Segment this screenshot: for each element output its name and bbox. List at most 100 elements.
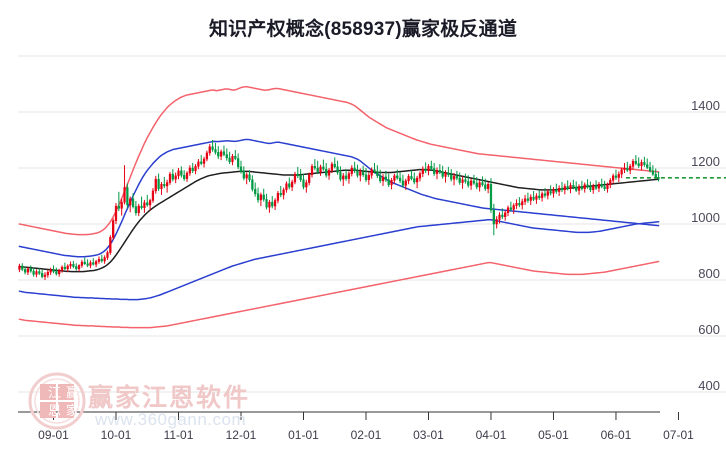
candlestick (583, 182, 586, 193)
candle-body (183, 175, 186, 179)
candle-body (163, 183, 166, 187)
candle-body (362, 171, 365, 175)
candlestick (234, 150, 237, 161)
candlestick (580, 180, 584, 191)
candle-body (148, 200, 152, 206)
candle-body (23, 269, 27, 273)
candle-body (185, 172, 189, 179)
candlestick (273, 198, 277, 210)
candle-body (455, 176, 459, 179)
candlestick (450, 169, 453, 182)
candle-body (421, 168, 424, 174)
candle-body (435, 169, 439, 174)
candle-body (92, 262, 95, 265)
candlestick (262, 188, 265, 202)
y-axis-tick-label: 800 (698, 266, 720, 281)
candlestick (433, 162, 436, 176)
candle-body (293, 173, 297, 183)
candle-body (356, 170, 359, 176)
svg-text:江: 江 (48, 385, 61, 400)
candlestick (509, 201, 512, 212)
y-axis-tick-label: 1200 (691, 154, 720, 169)
candlestick (23, 266, 27, 275)
candlestick (342, 173, 345, 186)
candle-body (506, 207, 510, 214)
candle-body (535, 195, 538, 200)
candlestick (498, 212, 501, 224)
candlestick (623, 162, 626, 174)
candle-body (58, 270, 61, 275)
candlestick (617, 171, 620, 182)
candle-body (49, 269, 52, 273)
candle-body (205, 152, 209, 160)
candle-body (46, 271, 49, 276)
x-axis-tick-label: 05-01 (538, 428, 569, 442)
candle-body (26, 268, 30, 273)
candlestick (347, 171, 351, 184)
candle-body (350, 167, 353, 174)
candle-body (569, 185, 572, 189)
svg-text:家: 家 (66, 403, 79, 418)
candle-body (120, 201, 123, 209)
candle-body (129, 198, 132, 206)
candlestick (526, 192, 530, 203)
candlestick (506, 205, 510, 217)
candle-body (109, 237, 112, 253)
candlestick (546, 189, 549, 200)
candlestick (55, 267, 58, 276)
candlestick (228, 151, 231, 165)
candlestick (151, 188, 155, 203)
candlestick (248, 170, 251, 182)
candle-body (279, 192, 282, 196)
page-title: 知识产权概念(858937)赢家极反通道 (208, 19, 518, 40)
candlestick (353, 161, 356, 174)
candle-body (271, 201, 274, 207)
candle-body (609, 180, 612, 186)
candle-body (540, 193, 544, 198)
candle-body (384, 176, 387, 181)
candlestick (251, 175, 254, 192)
seal-logo-icon: 江 赢 恩 家 (28, 372, 86, 430)
candlestick (117, 191, 120, 212)
candle-body (393, 175, 396, 181)
candle-body (646, 164, 649, 168)
candle-body (322, 166, 325, 170)
candle-body (407, 176, 410, 182)
candlestick (327, 168, 331, 180)
candlestick (97, 256, 101, 264)
candle-body (489, 183, 493, 211)
candle-body (77, 265, 81, 270)
candlestick (379, 169, 382, 184)
candlestick (291, 179, 294, 191)
candle-body (296, 173, 299, 177)
candle-body (424, 168, 427, 172)
candle-body (75, 266, 78, 270)
candle-body (452, 176, 456, 180)
candle-body (526, 198, 530, 201)
candle-body (38, 271, 41, 274)
candlestick (103, 255, 106, 264)
candle-body (549, 191, 552, 194)
band-line-upper-outer (18, 86, 660, 236)
candlestick (370, 167, 373, 179)
candle-body (634, 161, 637, 164)
candlestick (66, 264, 69, 273)
candlestick (222, 145, 226, 157)
candle-body (495, 219, 498, 225)
candle-body (430, 166, 433, 169)
candlestick (92, 258, 95, 266)
candle-body (43, 274, 47, 277)
candlestick (49, 267, 52, 275)
candle-body (131, 198, 135, 207)
candlestick (367, 172, 370, 185)
candlestick (438, 164, 441, 175)
candlestick (614, 169, 618, 180)
candle-body (308, 174, 311, 183)
candlestick (58, 268, 61, 277)
candle-body (546, 191, 549, 196)
candlestick (575, 181, 578, 193)
candle-body (245, 174, 248, 179)
candle-body (171, 173, 174, 180)
candlestick (219, 149, 223, 161)
